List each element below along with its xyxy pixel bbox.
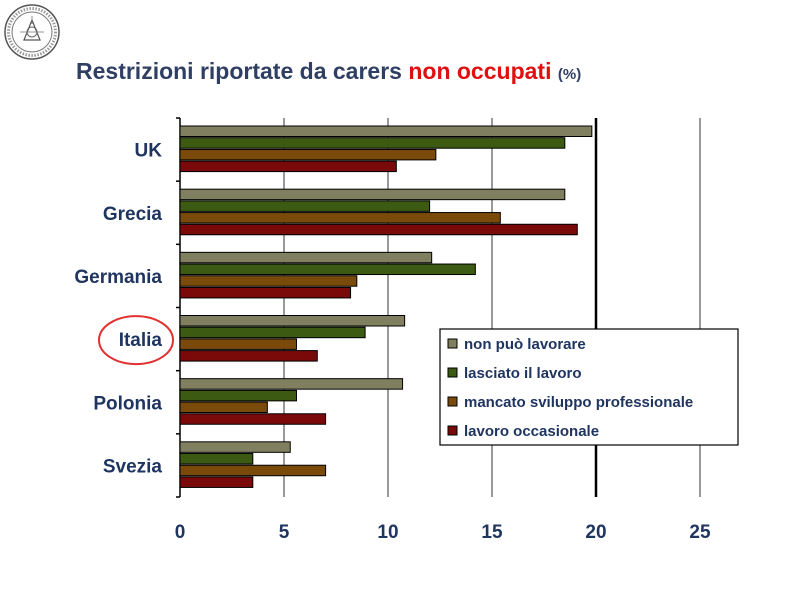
legend-label-1: non può lavorare <box>464 336 586 353</box>
bar-germania-series-2 <box>179 263 476 276</box>
title-main: Restrizioni riportate da carers <box>76 58 402 84</box>
bar-grecia-series-1 <box>179 188 566 201</box>
category-label-polonia: Polonia <box>93 393 162 414</box>
category-label-svezia: Svezia <box>103 456 163 477</box>
bar-italia-series-2 <box>179 326 366 339</box>
x-tick-label-25: 25 <box>689 522 711 543</box>
bar-polonia-series-2 <box>179 389 297 402</box>
university-seal-icon <box>2 2 62 62</box>
bar-uk-series-4 <box>179 160 397 173</box>
legend-swatch-1 <box>447 338 458 349</box>
x-tick-label-15: 15 <box>481 522 503 543</box>
legend-swatch-2 <box>447 367 458 378</box>
bar-grecia-series-4 <box>179 223 578 236</box>
bar-germania-series-4 <box>179 286 352 299</box>
bar-polonia-series-3 <box>179 401 268 414</box>
page-title: Restrizioni riportate da carers non occu… <box>76 58 581 85</box>
x-tick-label-10: 10 <box>377 522 398 543</box>
x-tick-label-20: 20 <box>585 522 606 543</box>
bar-grecia-series-3 <box>179 212 501 224</box>
bar-svezia-series-1 <box>179 441 291 453</box>
highlight-circle-italia <box>98 315 174 366</box>
legend-label-3: mancato sviluppo professionale <box>464 394 693 411</box>
title-highlight: non occupati <box>408 58 552 84</box>
bar-svezia-series-2 <box>179 453 254 465</box>
legend-swatch-3 <box>447 396 458 407</box>
category-label-italia: Italia <box>119 330 163 351</box>
category-label-germania: Germania <box>74 267 162 288</box>
x-tick-label-0: 0 <box>175 522 186 543</box>
legend-label-2: lasciato il lavoro <box>464 365 582 382</box>
bar-germania-series-3 <box>179 275 358 287</box>
legend-label-4: lavoro occasionale <box>464 423 599 440</box>
title-unit: (%) <box>557 66 582 83</box>
bar-uk-series-3 <box>179 148 437 161</box>
bar-uk-series-2 <box>179 137 566 149</box>
legend-box <box>439 328 739 446</box>
bar-svezia-series-3 <box>179 464 327 477</box>
category-label-grecia: Grecia <box>103 204 163 225</box>
bar-uk-series-1 <box>179 125 593 137</box>
x-tick-label-5: 5 <box>279 522 290 543</box>
bar-germania-series-1 <box>179 251 433 264</box>
bar-polonia-series-1 <box>179 378 404 390</box>
category-label-uk: UK <box>135 141 163 162</box>
legend-swatch-4 <box>447 425 458 436</box>
bar-polonia-series-4 <box>179 413 327 425</box>
bar-grecia-series-2 <box>179 200 431 212</box>
bar-svezia-series-4 <box>179 476 254 488</box>
bar-italia-series-3 <box>179 338 297 350</box>
bar-italia-series-1 <box>179 315 406 327</box>
bar-italia-series-4 <box>179 350 318 362</box>
